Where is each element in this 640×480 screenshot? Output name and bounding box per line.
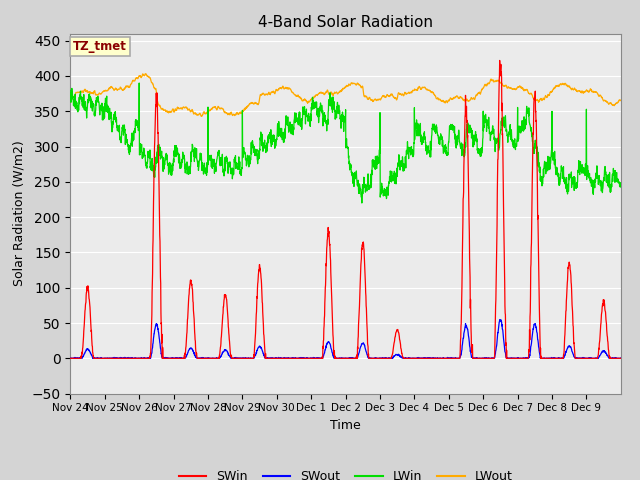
Y-axis label: Solar Radiation (W/m2): Solar Radiation (W/m2): [13, 141, 26, 287]
Text: TZ_tmet: TZ_tmet: [73, 40, 127, 53]
X-axis label: Time: Time: [330, 419, 361, 432]
Legend: SWin, SWout, LWin, LWout: SWin, SWout, LWin, LWout: [173, 465, 518, 480]
Title: 4-Band Solar Radiation: 4-Band Solar Radiation: [258, 15, 433, 30]
